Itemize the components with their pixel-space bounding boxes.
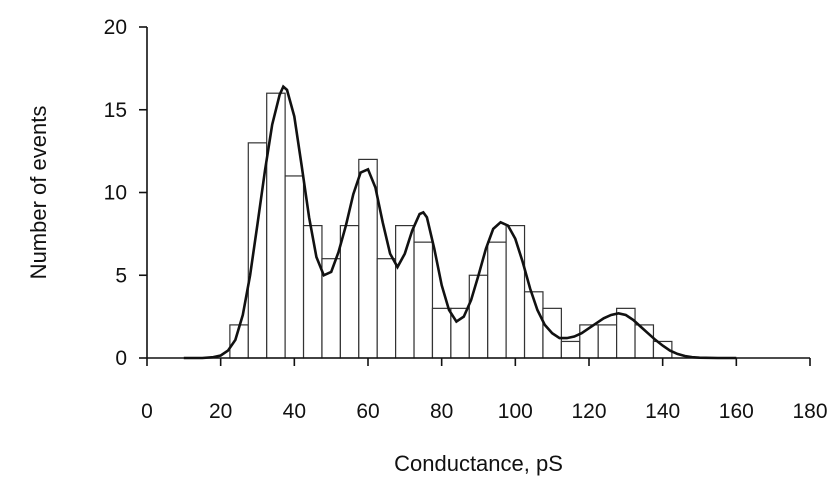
y-tick-label: 15: [104, 99, 127, 122]
histogram-bar-8: [376, 258, 397, 359]
fit-curve: [183, 84, 737, 360]
histogram-bar-14: [487, 241, 507, 359]
histogram-bar-11: [431, 307, 452, 359]
y-tick-label: 20: [104, 16, 127, 39]
x-tick-label: 0: [141, 400, 153, 423]
histogram-bar-19: [579, 324, 599, 359]
x-axis-ticks: 0 20 40 60 80 100 120 140 160 180: [141, 358, 828, 423]
x-tick-label: 40: [283, 400, 306, 423]
y-tick-label: 5: [115, 264, 127, 287]
histogram-bar-10: [413, 241, 434, 359]
x-tick-label: 120: [571, 400, 606, 423]
histogram-bar-6: [339, 225, 360, 359]
x-tick-label: 20: [209, 400, 232, 423]
x-tick-label: 160: [719, 400, 754, 423]
histogram-bar-13: [468, 274, 489, 359]
x-axis-label: Conductance, pS: [394, 451, 563, 476]
histogram-bar-9: [395, 225, 415, 359]
x-tick-label: 180: [792, 400, 827, 423]
histogram-bar-2: [266, 92, 286, 359]
y-axis-label: Number of events: [26, 106, 51, 280]
x-tick-label: 140: [645, 400, 680, 423]
x-tick-label: 100: [498, 400, 533, 423]
histogram-bar-3: [284, 175, 305, 359]
histogram-bars: [229, 92, 673, 359]
histogram-bar-15: [505, 225, 526, 359]
x-tick-label: 80: [430, 400, 453, 423]
x-tick-label: 60: [356, 400, 379, 423]
histogram-bar-18: [560, 340, 581, 359]
y-tick-label: 10: [104, 182, 127, 205]
histogram-bar-20: [597, 324, 618, 359]
histogram-bar-4: [302, 225, 323, 359]
y-tick-label: 0: [115, 347, 127, 370]
y-axis-ticks: 0 5 10 15 20: [104, 16, 147, 370]
